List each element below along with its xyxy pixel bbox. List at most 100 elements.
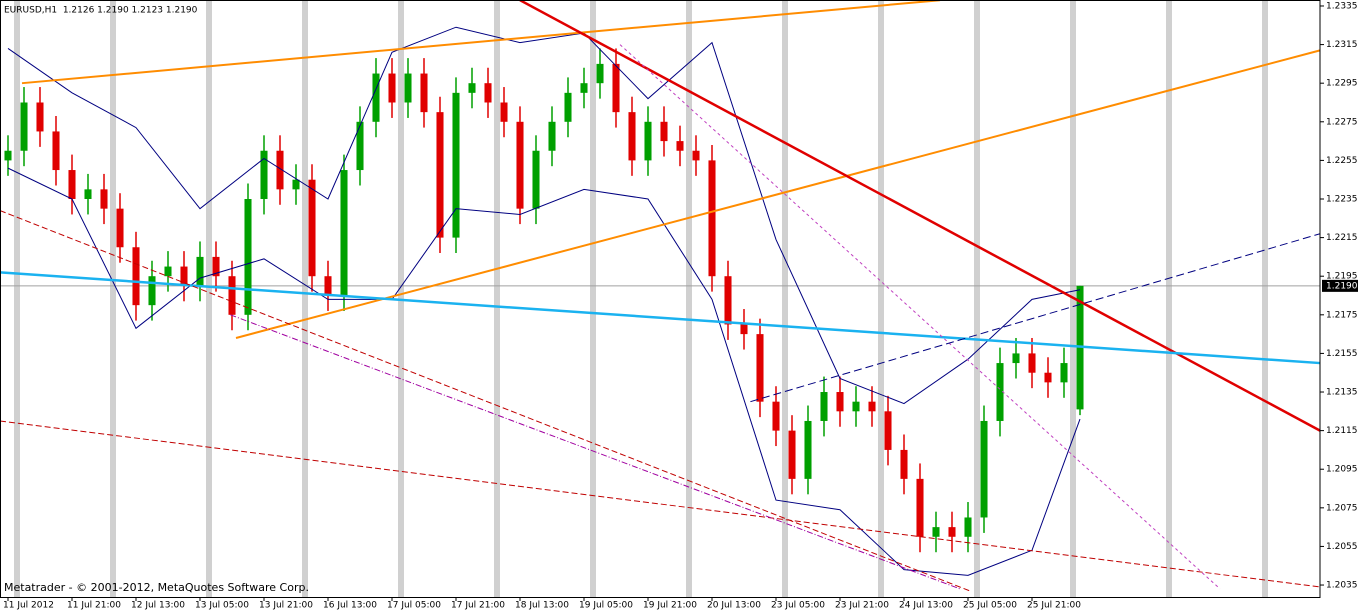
- trendline: [519, 0, 1321, 432]
- candle-body: [740, 324, 748, 335]
- candle-body: [820, 392, 828, 421]
- y-tick-label: 1.2055: [1326, 542, 1358, 552]
- y-tick-label: 1.2315: [1326, 40, 1358, 50]
- candle-body: [788, 430, 796, 479]
- candle-body: [1028, 353, 1036, 373]
- candle-body: [1044, 372, 1052, 383]
- candle-body: [564, 92, 572, 122]
- watermark: Metatrader - © 2001-2012, MetaQuotes Sof…: [4, 581, 309, 594]
- session-stripe: [974, 1, 980, 597]
- x-tick-label: 23 Jul 21:00: [835, 601, 889, 611]
- y-tick-label: 1.2175: [1326, 310, 1358, 320]
- trendline: [230, 314, 961, 590]
- band-upper: [7, 26, 1081, 405]
- candle-body: [580, 83, 588, 93]
- candle-body: [692, 150, 700, 161]
- trendline: [0, 210, 970, 592]
- session-stripe: [14, 1, 20, 597]
- y-tick-label: 1.2095: [1326, 465, 1358, 475]
- candle-body: [532, 150, 540, 209]
- candle-body: [468, 83, 476, 93]
- candle-body: [548, 121, 556, 151]
- candle-body: [516, 121, 524, 209]
- candle-body: [948, 527, 956, 537]
- candle-body: [4, 150, 12, 161]
- y-tick-label: 1.2155: [1326, 349, 1358, 359]
- session-stripe: [590, 1, 596, 597]
- session-stripe: [1166, 1, 1172, 597]
- x-tick-label: 25 Jul 21:00: [1027, 601, 1081, 611]
- candle-body: [164, 266, 172, 277]
- candle-body: [676, 141, 684, 151]
- trendline: [0, 420, 1321, 588]
- candle-body: [212, 256, 220, 277]
- y-tick-label: 1.2335: [1326, 1, 1358, 11]
- y-tick-label: 1.2075: [1326, 503, 1358, 513]
- candle-body: [100, 189, 108, 209]
- candle-body: [500, 102, 508, 122]
- candle-body: [852, 401, 860, 412]
- candle-body: [196, 256, 204, 286]
- candle-body: [900, 449, 908, 479]
- x-tick-label: 16 Jul 13:00: [323, 601, 377, 611]
- plot-area: [0, 0, 1321, 592]
- candle-body: [52, 131, 60, 171]
- x-tick-label: 12 Jul 13:00: [131, 601, 185, 611]
- x-tick-label: 13 Jul 21:00: [259, 601, 313, 611]
- x-tick-label: 20 Jul 13:00: [707, 601, 761, 611]
- candle-body: [388, 73, 396, 103]
- candle-body: [836, 392, 844, 412]
- candle-body: [180, 266, 188, 286]
- candle-body: [628, 112, 636, 161]
- candle-body: [340, 170, 348, 296]
- session-stripe: [878, 1, 884, 597]
- candle-body: [612, 63, 620, 113]
- candle-body: [68, 170, 76, 199]
- candle-body: [84, 189, 92, 199]
- candle-body: [708, 160, 716, 277]
- candle-body: [964, 517, 972, 537]
- candle-body: [436, 112, 444, 238]
- x-tick-label: 11 Jul 2012: [3, 601, 54, 611]
- x-tick-label: 19 Jul 21:00: [643, 601, 697, 611]
- price-tag: [1322, 279, 1358, 292]
- y-tick-label: 1.2295: [1326, 79, 1358, 89]
- x-tick-label: 23 Jul 05:00: [771, 601, 825, 611]
- candle-body: [660, 121, 668, 142]
- y-tick-label: 1.2035: [1326, 581, 1358, 591]
- candle-body: [804, 420, 812, 479]
- candle-body: [868, 401, 876, 412]
- x-tick-label: 17 Jul 05:00: [387, 601, 441, 611]
- candle-body: [1012, 353, 1020, 364]
- session-stripe: [302, 1, 308, 597]
- candle-body: [916, 478, 924, 537]
- y-tick-label: 1.2275: [1326, 117, 1358, 127]
- x-tick-label: 11 Jul 21:00: [67, 601, 121, 611]
- y-tick-label: 1.2115: [1326, 426, 1358, 436]
- x-tick-label: 17 Jul 21:00: [451, 601, 505, 611]
- candle-body: [420, 73, 428, 113]
- candle-body: [724, 276, 732, 325]
- candle-body: [484, 83, 492, 103]
- candle-body: [260, 150, 268, 199]
- candle-body: [884, 411, 892, 450]
- candle-body: [932, 527, 940, 537]
- candle-body: [292, 179, 300, 190]
- candle-body: [772, 401, 780, 431]
- candle-body: [36, 102, 44, 132]
- session-stripe: [494, 1, 500, 597]
- candle-body: [356, 121, 364, 171]
- candle-body: [980, 420, 988, 518]
- candle-body: [452, 92, 460, 238]
- session-stripe: [1262, 1, 1268, 597]
- candle-body: [644, 121, 652, 161]
- candle-body: [132, 247, 140, 306]
- session-stripe: [782, 1, 788, 597]
- trendline: [235, 49, 1321, 339]
- x-tick-label: 24 Jul 13:00: [899, 601, 953, 611]
- trendline: [21, 0, 941, 85]
- candle-body: [324, 276, 332, 296]
- candle-body: [596, 63, 604, 84]
